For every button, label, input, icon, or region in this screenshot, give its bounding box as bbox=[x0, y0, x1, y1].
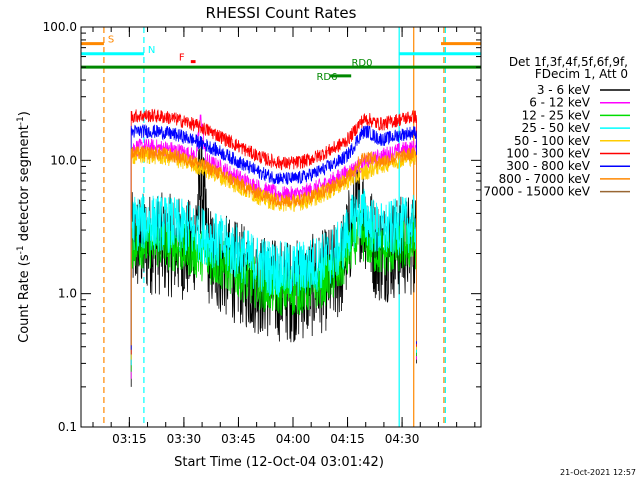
state-bar-label: RD6 bbox=[316, 72, 337, 83]
legend-entry-label: 100 - 300 keV bbox=[506, 147, 590, 161]
series-line bbox=[130, 145, 418, 346]
y-tick-label: 0.1 bbox=[58, 420, 77, 434]
legend-entry-label: 3 - 6 keV bbox=[537, 83, 591, 97]
series-line bbox=[130, 124, 418, 350]
state-bar-label: RD0 bbox=[351, 58, 372, 69]
y-axis-label-part: detector segment bbox=[17, 125, 32, 245]
y-tick-label: 1.0 bbox=[58, 287, 77, 301]
x-tick-label: 03:15 bbox=[112, 432, 147, 446]
series-line bbox=[130, 210, 418, 372]
chart-title: RHESSI Count Rates bbox=[206, 4, 357, 22]
legend-entry-label: 7000 - 15000 keV bbox=[483, 185, 590, 199]
x-tick-label: 03:45 bbox=[221, 432, 256, 446]
legend-header-line: Det 1f,3f,4f,5f,6f,9f, bbox=[509, 55, 628, 69]
legend-entry-label: 25 - 50 keV bbox=[522, 121, 591, 135]
x-tick-label: 04:00 bbox=[276, 432, 311, 446]
y-axis-label: Count Rate (s-1 detector segment-1) bbox=[16, 111, 32, 343]
x-tick-label: 04:30 bbox=[385, 432, 420, 446]
series-line bbox=[130, 147, 418, 360]
state-bar-label: N bbox=[148, 45, 155, 56]
footer-timestamp: 21-Oct-2021 12:57 bbox=[560, 468, 636, 477]
state-bar-label: S bbox=[108, 35, 114, 46]
y-tick-label: 10.0 bbox=[50, 153, 77, 167]
y-axis-label-exponent: -1 bbox=[16, 116, 26, 125]
y-axis-label-part: Count Rate (s bbox=[17, 254, 32, 343]
legend-entry-label: 6 - 12 keV bbox=[529, 96, 591, 110]
legend-entry-label: 300 - 800 keV bbox=[506, 159, 590, 173]
data-area: S N F RD0 RD6 bbox=[81, 27, 481, 427]
legend-header-line: FDecim 1, Att 0 bbox=[535, 67, 628, 81]
legend-entry-label: 12 - 25 keV bbox=[522, 108, 591, 122]
x-tick-label: 03:30 bbox=[167, 432, 202, 446]
legend-entry-label: 800 - 7000 keV bbox=[499, 172, 591, 186]
plot-frame bbox=[80, 26, 482, 428]
x-axis-label: Start Time (12-Oct-04 03:01:42) bbox=[174, 455, 384, 470]
series-line bbox=[130, 108, 418, 355]
legend-entry-label: 50 - 100 keV bbox=[514, 134, 591, 148]
series-line bbox=[130, 188, 418, 366]
y-tick-label: 100.0 bbox=[43, 20, 77, 34]
y-axis-label-exponent: -1 bbox=[16, 245, 26, 254]
x-tick-label: 04:15 bbox=[330, 432, 365, 446]
y-axis-label-part: ) bbox=[17, 111, 32, 116]
axes: 0.1 1.0 10.0 100.0 03:15 03:30 03:45 04:00 04:15… bbox=[43, 20, 481, 446]
legend: Det 1f,3f,4f,5f,6f,9f, FDecim 1, Att 0 3… bbox=[483, 55, 630, 199]
state-bar-label: F bbox=[179, 53, 185, 64]
